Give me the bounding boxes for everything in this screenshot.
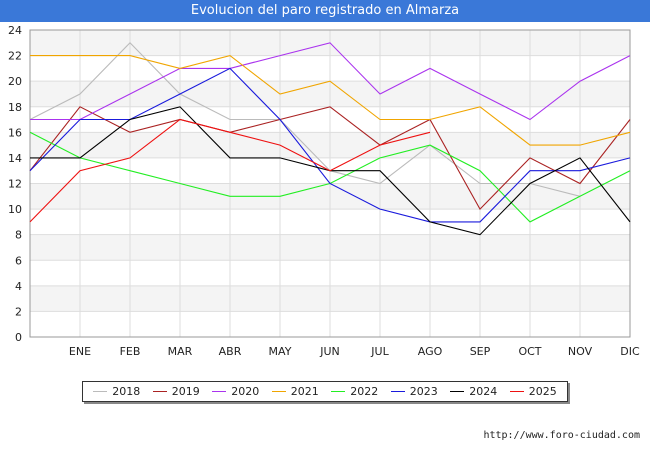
y-tick-label: 20 (8, 75, 22, 88)
x-tick-label: MAY (269, 345, 292, 358)
legend-item-2021: 2021 (271, 385, 319, 398)
x-tick-label: ABR (219, 345, 242, 358)
legend-item-2020: 2020 (212, 385, 259, 398)
x-tick-label: DIC (620, 345, 640, 358)
x-tick-label: ENE (69, 345, 91, 358)
legend-label: 2019 (171, 385, 200, 398)
x-tick-label: MAR (168, 345, 193, 358)
x-tick-label: NOV (568, 345, 593, 358)
y-tick-label: 12 (8, 178, 22, 191)
x-tick-label: FEB (120, 345, 141, 358)
chart-legend: 2018 2019 2020 2021 2022 2023 2024 2025 (82, 381, 568, 402)
legend-label: 2022 (350, 385, 379, 398)
y-tick-label: 6 (15, 254, 22, 267)
legend-swatch (212, 391, 227, 392)
legend-label: 2021 (290, 385, 319, 398)
source-url: http://www.foro-ciudad.com (483, 430, 640, 441)
legend-swatch (331, 391, 346, 392)
legend-swatch (152, 391, 167, 392)
legend-item-2023: 2023 (390, 385, 438, 398)
legend-label: 2020 (231, 385, 260, 398)
legend-item-2019: 2019 (152, 385, 200, 398)
series-line-2021 (30, 55, 631, 146)
legend-swatch (93, 391, 108, 392)
legend-swatch (509, 391, 524, 392)
series-line-2025 (29, 118, 431, 223)
y-tick-label: 22 (8, 50, 22, 63)
y-tick-label: 8 (15, 229, 22, 242)
legend-label: 2024 (469, 385, 498, 398)
legend-swatch (271, 391, 286, 392)
y-tick-label: 10 (8, 203, 22, 216)
y-tick-label: 14 (8, 152, 22, 165)
y-tick-label: 16 (8, 126, 22, 139)
x-tick-label: AGO (418, 345, 443, 358)
y-tick-label: 18 (8, 101, 22, 114)
legend-swatch (450, 391, 465, 392)
legend-swatch (390, 391, 405, 392)
chart-title: Evolucion del paro registrado en Almarza (0, 0, 650, 22)
series-line-2019 (29, 106, 631, 211)
x-tick-label: OCT (518, 345, 541, 358)
legend-item-2024: 2024 (450, 385, 497, 398)
legend-label: 2023 (409, 385, 438, 398)
legend-item-2025: 2025 (509, 385, 557, 398)
x-tick-label: JUN (319, 345, 340, 358)
legend-label: 2025 (528, 385, 557, 398)
y-tick-label: 0 (15, 331, 22, 344)
series-line-2020 (30, 42, 631, 121)
legend-item-2022: 2022 (331, 385, 378, 398)
y-tick-label: 2 (15, 305, 22, 318)
legend-item-2018: 2018 (93, 385, 140, 398)
x-tick-label: JUL (370, 345, 389, 358)
y-tick-label: 24 (8, 24, 22, 37)
x-tick-label: SEP (470, 345, 491, 358)
series-line-2018 (29, 42, 581, 197)
legend-label: 2018 (112, 385, 141, 398)
y-tick-label: 4 (15, 280, 22, 293)
plot-frame (29, 29, 631, 338)
